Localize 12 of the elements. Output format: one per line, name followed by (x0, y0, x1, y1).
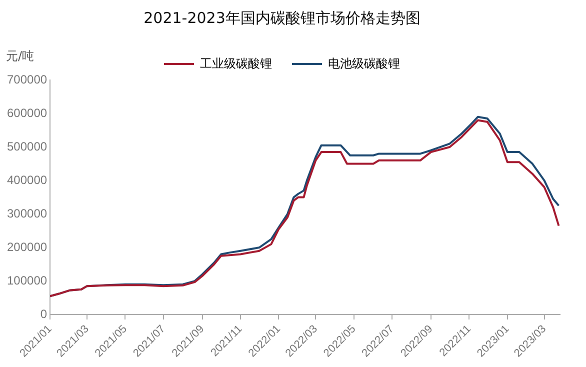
y-tick-label: 300000 (6, 206, 48, 220)
legend-label: 工业级碳酸锂 (200, 56, 272, 70)
y-tick-label: 600000 (6, 106, 48, 120)
y-tick-label: 100000 (6, 273, 48, 288)
y-tick-label: 500000 (6, 139, 48, 154)
y-axis-title: 元/吨 (6, 48, 34, 65)
chart-title: 2021-2023年国内碳酸锂市场价格走势图 (144, 8, 420, 27)
y-tick-label: 0 (40, 306, 48, 321)
y-tick-label: 200000 (6, 240, 48, 254)
y-tick-label: 400000 (6, 172, 48, 187)
legend-label: 电池级碳酸锂 (328, 56, 400, 70)
y-tick-label: 700000 (6, 72, 48, 86)
